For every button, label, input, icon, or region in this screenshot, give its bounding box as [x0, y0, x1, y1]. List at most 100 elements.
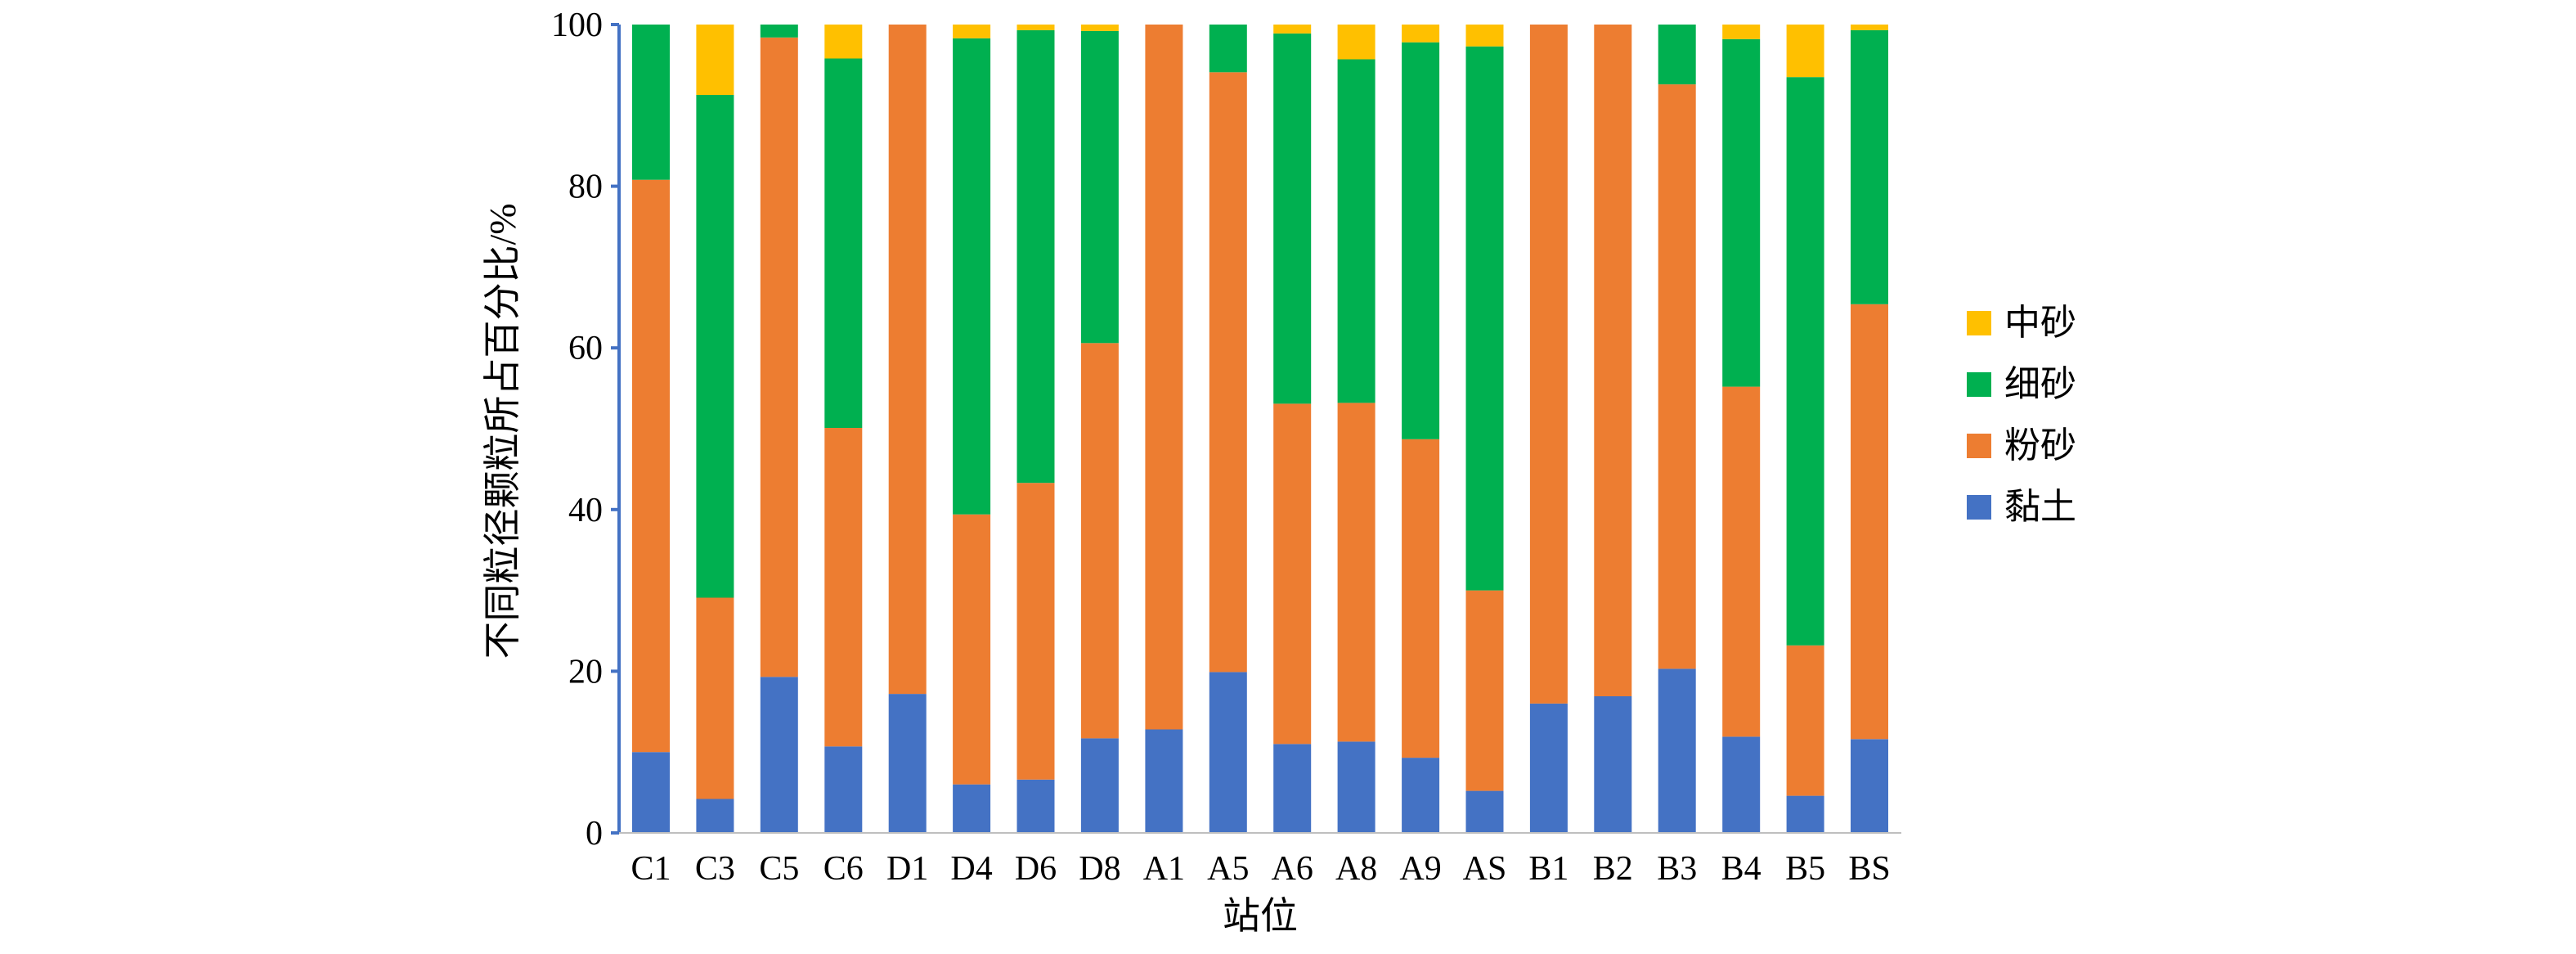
- bar-segment-BS-s0: [1851, 739, 1888, 833]
- bar-segment-B3-s0: [1658, 668, 1696, 833]
- bar-segment-D8-s1: [1080, 343, 1119, 739]
- bar-segment-D8-s2: [1080, 30, 1119, 344]
- bar-segment-D6-s3: [1016, 25, 1055, 30]
- bar-segment-C3-s2: [696, 95, 734, 598]
- bar-segment-A6-s1: [1273, 403, 1312, 745]
- bar-segment-B5-s3: [1786, 25, 1824, 78]
- bar-segment-D4-s1: [953, 514, 991, 785]
- bar-segment-B2-s1: [1594, 25, 1632, 696]
- x-tick-label: B2: [1593, 850, 1633, 888]
- bar-segment-B4-s1: [1722, 386, 1761, 737]
- bar-segment-B2-s0: [1594, 696, 1632, 833]
- x-tick-label: B3: [1657, 850, 1697, 888]
- x-tick-label: A5: [1207, 850, 1249, 888]
- x-tick-label: D4: [950, 850, 992, 888]
- y-tick-label: 80: [568, 169, 603, 206]
- bar-segment-A8-s0: [1337, 741, 1376, 833]
- y-axis-title: 不同粒径颗粒所占百分比/%: [482, 203, 523, 659]
- x-tick-label: C3: [695, 850, 735, 888]
- y-tick-label: 60: [568, 330, 603, 367]
- bar-segment-A8-s1: [1337, 403, 1376, 742]
- bar-segment-C3-s3: [696, 25, 734, 95]
- bar-segment-D6-s0: [1016, 779, 1055, 833]
- bar-segment-AS-s1: [1465, 590, 1504, 791]
- bar-segment-A9-s1: [1402, 439, 1440, 758]
- x-tick-label: C5: [759, 850, 799, 888]
- bar-segment-C6-s3: [824, 25, 863, 59]
- x-tick-label: A6: [1272, 850, 1313, 888]
- bar-segment-C3-s1: [696, 597, 734, 799]
- legend-label: 黏土: [2004, 487, 2076, 527]
- bar-segment-B5-s0: [1786, 795, 1824, 833]
- bar-segment-BS-s2: [1851, 29, 1888, 304]
- bar-segment-C6-s1: [824, 428, 863, 747]
- bar-segment-A8-s2: [1337, 59, 1376, 403]
- bar-segment-A1-s0: [1145, 729, 1183, 833]
- x-tick-label: B5: [1785, 850, 1825, 888]
- bar-segment-A6-s3: [1273, 25, 1312, 34]
- legend-swatch: [1967, 372, 1991, 397]
- legend-swatch: [1967, 311, 1991, 335]
- legend-swatch: [1967, 434, 1991, 458]
- x-tick-label: B1: [1528, 850, 1568, 888]
- bar-segment-C5-s2: [760, 25, 798, 38]
- bar-segment-B3-s2: [1658, 25, 1696, 85]
- bar-segment-D6-s2: [1016, 29, 1055, 484]
- bar-segment-A5-s1: [1209, 72, 1247, 673]
- bar-segment-B3-s1: [1658, 84, 1696, 669]
- x-tick-label: C6: [824, 850, 864, 888]
- x-tick-label: A9: [1399, 850, 1441, 888]
- x-axis-title: 站位: [1223, 895, 1298, 937]
- bar-segment-C1-s2: [632, 25, 670, 180]
- x-tick-label: AS: [1463, 850, 1507, 888]
- bar-segment-D8-s0: [1080, 738, 1119, 833]
- x-tick-label: A1: [1143, 850, 1185, 888]
- bar-segment-C6-s2: [824, 58, 863, 428]
- bar-segment-B4-s3: [1722, 25, 1761, 39]
- bar-segment-B1-s0: [1529, 703, 1568, 833]
- bar-segment-A8-s3: [1337, 25, 1376, 60]
- bar-segment-C5-s1: [760, 37, 798, 677]
- y-tick-label: 0: [586, 815, 603, 853]
- bar-segment-D4-s0: [953, 784, 991, 833]
- x-tick-label: B4: [1721, 850, 1761, 888]
- bar-segment-B4-s2: [1722, 38, 1761, 387]
- bar-segment-AS-s3: [1465, 25, 1504, 47]
- bar-segment-BS-s1: [1851, 304, 1888, 740]
- bar-segment-D4-s3: [953, 25, 991, 38]
- axes-layer: [611, 23, 1901, 835]
- bar-segment-A1-s1: [1145, 25, 1183, 730]
- bar-segment-A9-s0: [1402, 758, 1440, 833]
- bar-segment-D6-s1: [1016, 483, 1055, 780]
- bar-segment-D4-s2: [953, 38, 991, 515]
- legend-swatch: [1967, 495, 1991, 520]
- bar-segment-D1-s0: [888, 694, 927, 833]
- bars-layer: [632, 25, 1888, 833]
- legend-label: 中砂: [2004, 303, 2076, 343]
- bar-segment-D1-s1: [888, 25, 927, 695]
- x-tick-label: D6: [1015, 850, 1057, 888]
- y-tick-label: 40: [568, 492, 603, 529]
- bar-segment-A5-s2: [1209, 25, 1247, 73]
- bar-segment-A6-s0: [1273, 744, 1312, 833]
- bar-segment-A9-s3: [1402, 25, 1440, 43]
- bar-segment-AS-s0: [1465, 790, 1504, 833]
- bar-segment-A9-s2: [1402, 42, 1440, 439]
- labels-layer: 0 20 40 60 80 100 C1 C3 C5 C6 D1 D4 D6 D8 A1 A5 A6 A8 A9 AS…: [482, 7, 1891, 937]
- y-tick-label: 20: [568, 653, 603, 691]
- x-tick-label: D1: [886, 850, 928, 888]
- legend-label: 细砂: [2004, 364, 2076, 404]
- bar-segment-C6-s0: [824, 746, 863, 833]
- bar-segment-B5-s2: [1786, 77, 1824, 646]
- bar-segment-B4-s0: [1722, 736, 1761, 833]
- x-tick-label: BS: [1848, 850, 1890, 888]
- bar-segment-A5-s0: [1209, 672, 1247, 833]
- bar-segment-BS-s3: [1851, 25, 1888, 30]
- bar-segment-AS-s2: [1465, 46, 1504, 591]
- legend-label: 粉砂: [2004, 425, 2076, 466]
- bar-segment-C3-s0: [696, 799, 734, 833]
- bar-segment-C1-s0: [632, 752, 670, 833]
- bar-segment-C1-s1: [632, 179, 670, 753]
